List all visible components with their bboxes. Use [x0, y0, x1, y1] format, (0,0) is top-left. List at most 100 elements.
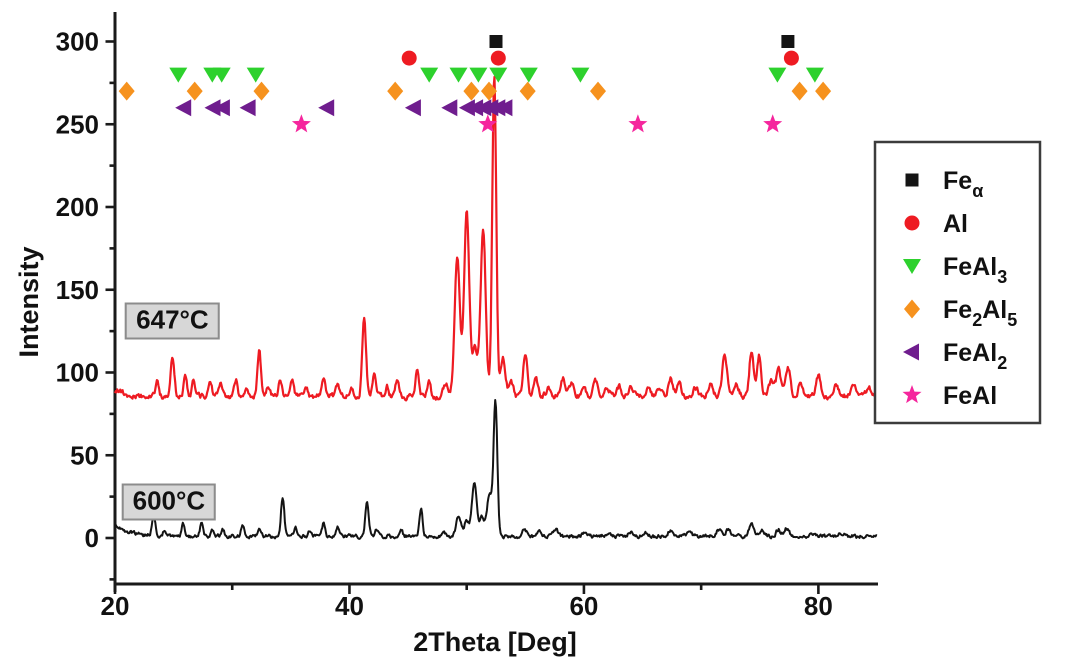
series-curve-647C: [113, 75, 878, 402]
marker-fe2al5: [815, 81, 832, 101]
triangle-left-icon: [239, 99, 256, 117]
marker-fe2al5: [387, 81, 404, 101]
axis-ticks: [105, 40, 820, 594]
diamond-icon: [118, 81, 135, 101]
diamond-icon: [481, 81, 497, 101]
marker-feal2: [404, 99, 421, 117]
triangle-down-icon: [169, 67, 188, 83]
marker-feal3: [571, 67, 590, 83]
annotation-647c: 647°C: [125, 302, 220, 340]
diamond-icon: [519, 81, 536, 101]
marker-feal2: [318, 99, 335, 117]
y-tick-label: 200: [56, 192, 99, 222]
triangle-left-icon: [175, 99, 192, 117]
phase-markers-feal: [291, 114, 783, 133]
x-tick-label: 20: [101, 591, 130, 621]
marker-feal2: [441, 99, 458, 117]
x-tick-label: 60: [569, 591, 598, 621]
legend-label-feal3: FeAl3: [943, 253, 1007, 287]
phase-markers-fe2al5: [118, 81, 832, 101]
marker-fe2al5: [186, 81, 203, 101]
triangle-down-icon: [489, 67, 508, 83]
marker-fe-alpha: [781, 35, 795, 48]
annotation-600c: 600°C: [121, 483, 217, 521]
al-legend-icon: [904, 215, 920, 231]
diamond-icon: [791, 81, 808, 101]
marker-feal3: [169, 67, 188, 83]
legend-label-al: Al: [943, 210, 968, 238]
marker-feal3: [469, 67, 488, 83]
series-curve-600C: [114, 399, 878, 540]
star-icon: [902, 385, 922, 404]
y-tick-label: 50: [70, 440, 99, 470]
y-tick-label: 150: [56, 275, 99, 305]
y-tick-label: 300: [56, 27, 99, 57]
legend-label-fe2al5: Fe2Al5: [943, 296, 1017, 330]
circle-icon: [783, 50, 799, 66]
marker-feal: [291, 114, 311, 133]
marker-fe2al5: [791, 81, 808, 101]
circle-icon: [904, 215, 920, 231]
x-tick-label: 80: [804, 591, 833, 621]
triangle-left-icon: [204, 99, 221, 117]
y-axis-title: Intensity: [14, 246, 44, 358]
triangle-left-icon: [404, 99, 421, 117]
star-icon: [628, 114, 648, 133]
triangle-down-icon: [469, 67, 488, 83]
triangle-down-icon: [519, 67, 538, 83]
y-tick-label: 0: [85, 523, 99, 553]
x-tick-label: 40: [335, 591, 364, 621]
legend-label-feal: FeAl: [943, 382, 997, 410]
legend-label-fe-alpha: Feα: [943, 167, 983, 201]
triangle-left-icon: [496, 99, 513, 117]
legend-label-feal2: FeAl2: [943, 339, 1007, 373]
marker-fe2al5: [481, 81, 497, 101]
marker-feal2: [496, 99, 513, 117]
legend: Feα Al FeAl3 Fe2Al5 FeAl2 FeAl: [873, 140, 1042, 425]
diamond-icon: [186, 81, 203, 101]
feal3-legend-icon: [903, 259, 921, 274]
diamond-icon: [387, 81, 404, 101]
square-icon: [489, 35, 503, 48]
y-tick-label: 250: [56, 109, 99, 139]
fe2al5-legend-icon: [904, 299, 920, 319]
triangle-left-icon: [318, 99, 335, 117]
tick-labels: 20 40 60 80 0 50 100 150 200 250 300: [56, 27, 833, 622]
legend-item-feal: FeAl: [902, 382, 997, 410]
fe-alpha-legend-icon: [905, 173, 919, 187]
diamond-icon: [904, 299, 920, 319]
marker-feal3: [420, 67, 439, 83]
triangle-left-icon: [467, 99, 484, 117]
feal-legend-icon: [902, 385, 922, 404]
marker-feal3: [768, 67, 787, 83]
marker-feal2: [175, 99, 192, 117]
star-icon: [763, 114, 783, 133]
legend-box: [873, 140, 1042, 425]
legend-item-al: Al: [904, 210, 968, 238]
diamond-icon: [463, 81, 480, 101]
circle-icon: [490, 50, 506, 66]
marker-fe2al5: [253, 81, 270, 101]
diamond-icon: [815, 81, 832, 101]
marker-feal: [478, 114, 498, 133]
diamond-icon: [590, 81, 606, 101]
triangle-down-icon: [903, 259, 921, 274]
star-icon: [291, 114, 311, 133]
triangle-left-icon: [441, 99, 458, 117]
marker-fe2al5: [463, 81, 480, 101]
triangle-down-icon: [420, 67, 439, 83]
triangle-down-icon: [212, 67, 231, 83]
marker-feal2: [239, 99, 256, 117]
feal2-legend-icon: [903, 343, 919, 361]
phase-markers-fe-alpha: [489, 35, 795, 48]
marker-al: [490, 50, 506, 66]
marker-al: [401, 50, 417, 66]
legend-item-fe-alpha: Feα: [905, 167, 983, 201]
legend-item-feal3: FeAl3: [903, 253, 1007, 287]
star-icon: [478, 114, 498, 133]
marker-feal2: [467, 99, 484, 117]
triangle-down-icon: [449, 67, 468, 83]
triangle-left-icon: [903, 343, 919, 361]
legend-item-fe2al5: Fe2Al5: [904, 296, 1017, 330]
